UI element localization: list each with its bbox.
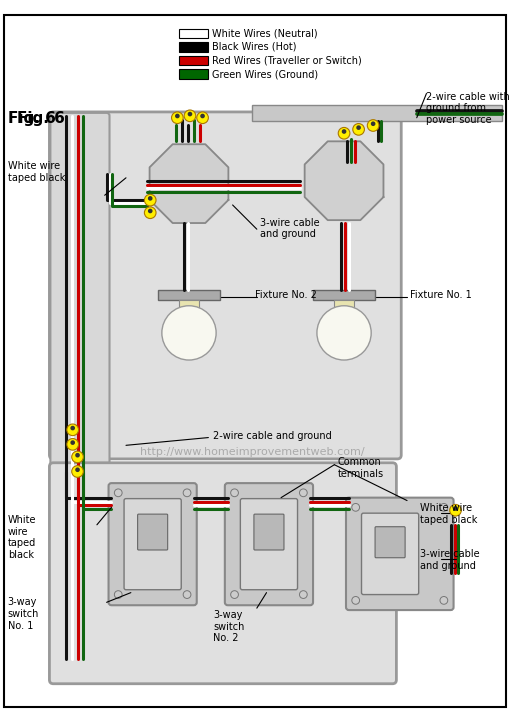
Text: Fig. 6: Fig. 6 — [8, 111, 56, 126]
Polygon shape — [305, 142, 383, 220]
Circle shape — [353, 123, 365, 135]
FancyBboxPatch shape — [138, 514, 168, 550]
Text: White wire
taped black: White wire taped black — [8, 161, 65, 183]
Circle shape — [75, 453, 80, 458]
Circle shape — [342, 129, 347, 134]
FancyBboxPatch shape — [49, 112, 401, 459]
Text: 2-wire cable with
ground from
power source: 2-wire cable with ground from power sour… — [427, 92, 510, 125]
Circle shape — [114, 591, 122, 599]
Circle shape — [200, 113, 205, 118]
Circle shape — [75, 467, 80, 472]
Bar — [179, 69, 208, 79]
Circle shape — [371, 121, 376, 126]
Circle shape — [231, 591, 238, 599]
Circle shape — [148, 196, 153, 201]
Circle shape — [148, 209, 153, 213]
Circle shape — [450, 505, 461, 516]
Circle shape — [70, 440, 75, 445]
Circle shape — [72, 466, 83, 477]
Text: Fixture No. 1: Fixture No. 1 — [410, 290, 472, 300]
Circle shape — [184, 110, 196, 121]
Circle shape — [440, 596, 448, 604]
Circle shape — [299, 489, 307, 497]
Bar — [179, 29, 208, 38]
Circle shape — [453, 506, 458, 511]
Circle shape — [145, 207, 156, 219]
Circle shape — [440, 503, 448, 511]
Bar — [313, 290, 375, 300]
FancyBboxPatch shape — [361, 513, 419, 595]
Text: Red Wires (Traveller or Switch): Red Wires (Traveller or Switch) — [213, 56, 362, 66]
Text: White Wires (Neutral): White Wires (Neutral) — [213, 28, 318, 38]
FancyBboxPatch shape — [346, 497, 453, 610]
Text: Common
terminals: Common terminals — [337, 457, 383, 479]
FancyBboxPatch shape — [240, 499, 298, 590]
Circle shape — [183, 591, 191, 599]
Bar — [179, 42, 208, 52]
Circle shape — [188, 112, 193, 116]
Bar — [179, 300, 199, 318]
Text: http://www.homeimprovementweb.com/: http://www.homeimprovementweb.com/ — [140, 447, 365, 457]
Text: 2-wire cable and ground: 2-wire cable and ground — [213, 431, 332, 440]
FancyBboxPatch shape — [108, 483, 197, 605]
Circle shape — [175, 113, 180, 118]
FancyBboxPatch shape — [254, 514, 284, 550]
Circle shape — [70, 426, 75, 430]
Text: White
wire
taped
black: White wire taped black — [8, 515, 36, 560]
Bar — [158, 290, 220, 300]
Circle shape — [338, 127, 350, 139]
Circle shape — [162, 305, 216, 360]
Text: White wire
taped black: White wire taped black — [420, 503, 477, 525]
Circle shape — [317, 305, 371, 360]
Text: Black Wires (Hot): Black Wires (Hot) — [213, 42, 297, 52]
Text: 3-way
switch
No. 1: 3-way switch No. 1 — [8, 598, 39, 631]
Circle shape — [352, 503, 360, 511]
Bar — [252, 105, 502, 121]
Text: Fixture No. 2: Fixture No. 2 — [255, 290, 317, 300]
Text: 3-wire cable
and ground: 3-wire cable and ground — [260, 217, 319, 239]
Circle shape — [145, 194, 156, 206]
Polygon shape — [149, 144, 228, 223]
Circle shape — [367, 120, 379, 131]
Circle shape — [183, 489, 191, 497]
Circle shape — [67, 438, 78, 450]
Text: 3-wire cable
and ground: 3-wire cable and ground — [420, 549, 479, 570]
FancyBboxPatch shape — [375, 527, 405, 557]
Circle shape — [197, 112, 208, 123]
FancyBboxPatch shape — [225, 483, 313, 605]
FancyBboxPatch shape — [50, 113, 109, 661]
Text: 3-way
switch
No. 2: 3-way switch No. 2 — [213, 610, 245, 643]
Text: Green Wires (Ground): Green Wires (Ground) — [213, 69, 318, 79]
Circle shape — [72, 451, 83, 463]
Circle shape — [114, 489, 122, 497]
Bar — [179, 56, 208, 66]
Circle shape — [231, 489, 238, 497]
Circle shape — [171, 112, 183, 123]
Circle shape — [356, 126, 361, 130]
FancyBboxPatch shape — [49, 463, 397, 684]
Text: Fig. 6: Fig. 6 — [17, 111, 65, 126]
Circle shape — [352, 596, 360, 604]
FancyBboxPatch shape — [124, 499, 181, 590]
Circle shape — [299, 591, 307, 599]
Bar — [335, 300, 354, 318]
Circle shape — [67, 424, 78, 435]
